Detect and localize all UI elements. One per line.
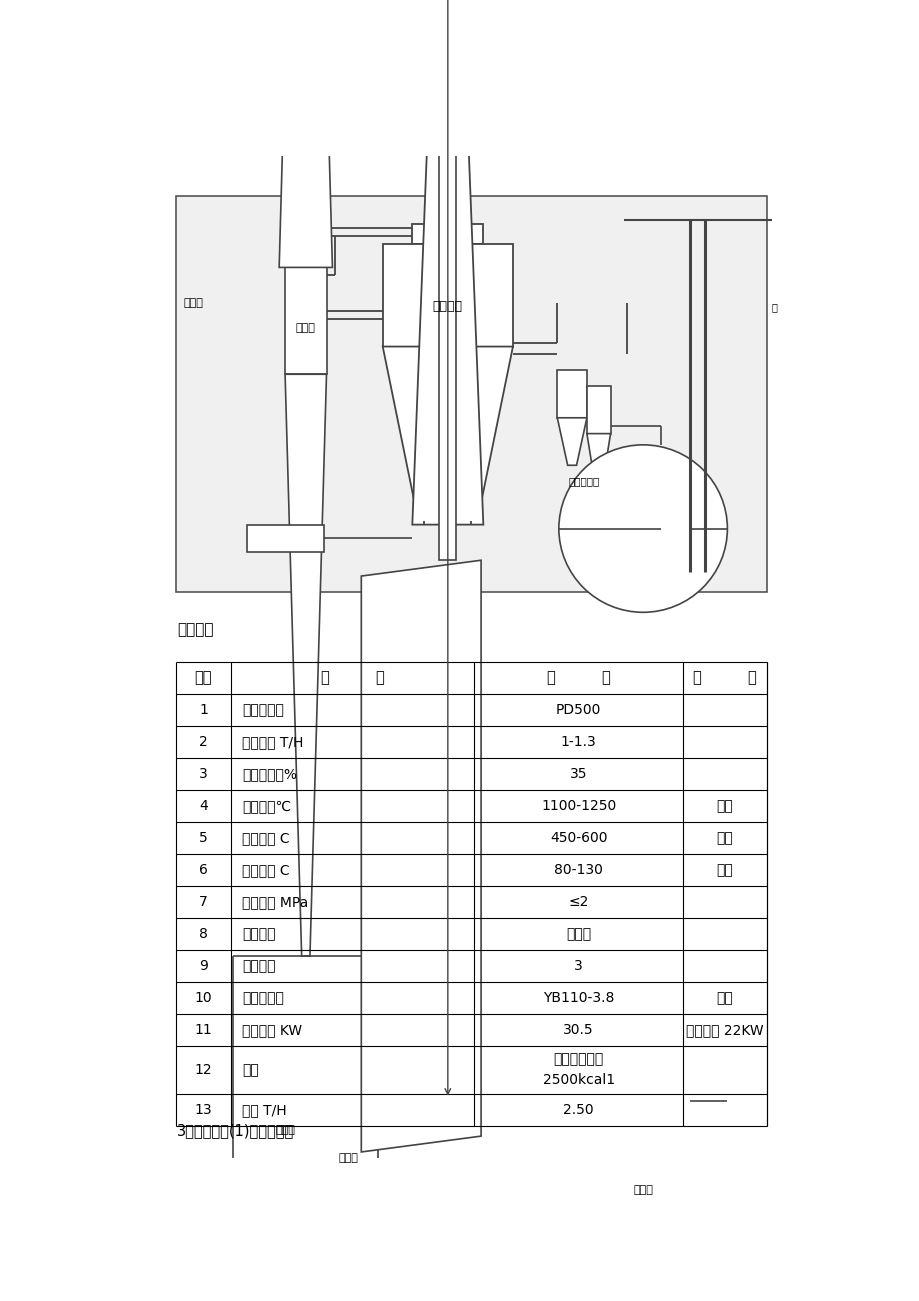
Text: 3: 3 (573, 959, 583, 973)
Text: 5: 5 (199, 831, 208, 844)
Bar (246, 524, 323, 553)
Text: 柱塞泵: 柱塞泵 (275, 1125, 295, 1136)
Text: 排: 排 (771, 302, 777, 312)
Text: 规          格: 规 格 (546, 670, 610, 686)
Polygon shape (382, 346, 513, 520)
Text: 进风温度 C: 进风温度 C (242, 831, 289, 844)
Polygon shape (412, 0, 482, 524)
Bar (176, 919, 766, 950)
Bar (176, 1013, 766, 1046)
Bar (176, 982, 766, 1013)
Text: 排风温度 C: 排风温度 C (242, 863, 289, 877)
Polygon shape (557, 418, 586, 466)
Text: 技术指标: 技术指标 (176, 622, 213, 637)
Bar (176, 950, 766, 982)
Bar (176, 822, 766, 853)
Bar (412, 224, 482, 243)
Text: 3: 3 (199, 768, 208, 781)
Text: 2: 2 (199, 735, 208, 749)
Bar (285, 268, 326, 375)
Text: 泥浆压力 MPa: 泥浆压力 MPa (242, 895, 308, 909)
Text: 可调: 可调 (716, 831, 732, 844)
Text: 热风炉: 热风炉 (296, 323, 315, 333)
Text: 2.50: 2.50 (562, 1103, 594, 1116)
Text: 燃料种类: 燃料种类 (242, 926, 275, 941)
Text: 序号: 序号 (195, 670, 212, 686)
Text: 1100-1250: 1100-1250 (540, 799, 616, 813)
Text: 引风机: 引风机 (632, 1185, 652, 1196)
Text: 液化气: 液化气 (565, 926, 591, 941)
Polygon shape (361, 561, 481, 1151)
Text: 炉膛温度℃: 炉膛温度℃ (242, 799, 290, 813)
Bar (176, 662, 766, 693)
Text: 35: 35 (569, 768, 586, 781)
Text: ≤2: ≤2 (568, 895, 588, 909)
Text: YB110-3.8: YB110-3.8 (542, 991, 614, 1004)
Text: 名          称: 名 称 (321, 670, 384, 686)
Bar (176, 1046, 766, 1094)
Text: 喷雾塔体: 喷雾塔体 (432, 301, 462, 314)
Text: 液化气: 液化气 (184, 298, 203, 308)
Text: 泥浆泵型号: 泥浆泵型号 (242, 991, 283, 1004)
Text: 每公斤蒸发水: 每公斤蒸发水 (553, 1053, 603, 1067)
Text: 能耗: 能耗 (242, 1063, 258, 1077)
Text: 13: 13 (195, 1103, 212, 1116)
Text: 可调: 可调 (716, 799, 732, 813)
Bar (439, 0, 456, 561)
Text: 4: 4 (199, 799, 208, 813)
Polygon shape (586, 433, 610, 485)
Text: 11: 11 (194, 1023, 212, 1037)
Text: 干粉产量 T/H: 干粉产量 T/H (242, 735, 303, 749)
Text: 可调: 可调 (716, 863, 732, 877)
Text: 10: 10 (195, 991, 212, 1004)
Bar (557, 371, 586, 418)
Bar (382, 243, 513, 346)
Text: 水耗 T/H: 水耗 T/H (242, 1103, 286, 1116)
Bar (176, 693, 766, 726)
Text: 喷雾塔型号: 喷雾塔型号 (242, 703, 283, 717)
Circle shape (558, 445, 727, 613)
Text: 振动筛: 振动筛 (338, 1153, 358, 1163)
Bar (176, 790, 766, 822)
Text: 8: 8 (199, 926, 208, 941)
Text: 泥浆含水率%: 泥浆含水率% (242, 768, 297, 781)
Text: 2500kcal1: 2500kcal1 (542, 1073, 614, 1088)
Bar (176, 886, 766, 919)
Polygon shape (285, 375, 326, 956)
Text: 1-1.3: 1-1.3 (560, 735, 596, 749)
Bar (176, 196, 766, 592)
Text: 备          注: 备 注 (692, 670, 756, 686)
Text: 主排风机 22KW: 主排风机 22KW (686, 1023, 763, 1037)
Polygon shape (278, 0, 332, 268)
Text: 1: 1 (199, 703, 208, 717)
Bar (176, 758, 766, 790)
Text: 9: 9 (199, 959, 208, 973)
Text: 12: 12 (195, 1063, 212, 1077)
Text: 装机容量 KW: 装机容量 KW (242, 1023, 301, 1037)
Text: 450-600: 450-600 (550, 831, 607, 844)
Bar (176, 1094, 766, 1125)
Text: 80-130: 80-130 (553, 863, 602, 877)
Bar (176, 726, 766, 758)
Text: 6: 6 (199, 863, 208, 877)
Text: PD500: PD500 (555, 703, 601, 717)
Text: 喷枪数量: 喷枪数量 (242, 959, 275, 973)
Bar (176, 853, 766, 886)
Bar (586, 386, 610, 433)
Text: 7: 7 (199, 895, 208, 909)
Text: 一台: 一台 (716, 991, 732, 1004)
Text: 旋风除尘器: 旋风除尘器 (568, 476, 599, 487)
Text: 30.5: 30.5 (562, 1023, 594, 1037)
Text: 3、系统配置(1)燃烧系统：: 3、系统配置(1)燃烧系统： (176, 1123, 294, 1138)
